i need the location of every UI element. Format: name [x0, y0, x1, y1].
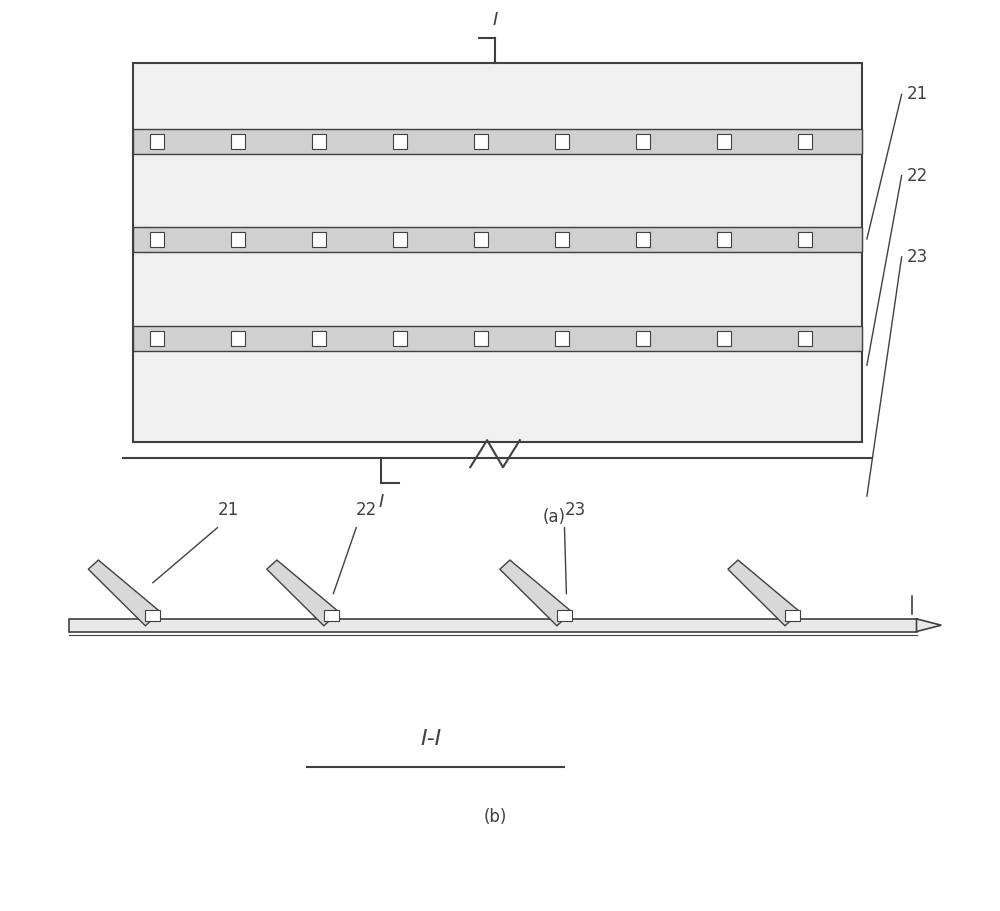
Bar	[133, 128, 862, 154]
Text: 23: 23	[564, 501, 586, 518]
Polygon shape	[916, 619, 941, 631]
Bar	[324, 609, 339, 620]
Bar	[474, 134, 488, 148]
Bar	[231, 134, 245, 148]
Bar	[393, 232, 407, 248]
Polygon shape	[267, 560, 339, 626]
Text: I: I	[378, 493, 384, 510]
Bar	[150, 134, 164, 148]
Bar	[312, 134, 326, 148]
Bar	[555, 232, 569, 248]
Text: (a): (a)	[543, 507, 566, 526]
Bar	[393, 331, 407, 346]
Polygon shape	[728, 560, 800, 626]
Text: (b): (b)	[483, 807, 507, 825]
Text: 21: 21	[217, 501, 239, 518]
Bar	[557, 609, 572, 620]
Bar	[636, 232, 650, 248]
Text: I: I	[492, 11, 498, 28]
Bar	[636, 134, 650, 148]
Bar	[474, 331, 488, 346]
Bar	[798, 232, 812, 248]
Text: 22: 22	[356, 501, 377, 518]
Text: 21: 21	[907, 86, 928, 104]
Bar	[145, 609, 160, 620]
Text: 23: 23	[907, 248, 928, 266]
Text: I-I: I-I	[420, 729, 441, 749]
Bar	[636, 331, 650, 346]
Bar	[717, 134, 731, 148]
Bar	[798, 331, 812, 346]
Polygon shape	[88, 560, 160, 626]
Bar	[69, 619, 916, 631]
Bar	[785, 609, 800, 620]
Bar	[150, 331, 164, 346]
Bar	[717, 232, 731, 248]
Bar	[133, 326, 862, 351]
Bar	[231, 232, 245, 248]
Polygon shape	[500, 560, 572, 626]
Bar	[150, 232, 164, 248]
Bar	[474, 232, 488, 248]
Bar	[393, 134, 407, 148]
Bar	[798, 134, 812, 148]
Bar	[312, 331, 326, 346]
Bar	[133, 227, 862, 252]
Bar	[555, 331, 569, 346]
Text: 22: 22	[907, 167, 928, 185]
Bar	[555, 134, 569, 148]
Bar	[133, 63, 862, 442]
Bar	[231, 331, 245, 346]
Bar	[717, 331, 731, 346]
Bar	[312, 232, 326, 248]
